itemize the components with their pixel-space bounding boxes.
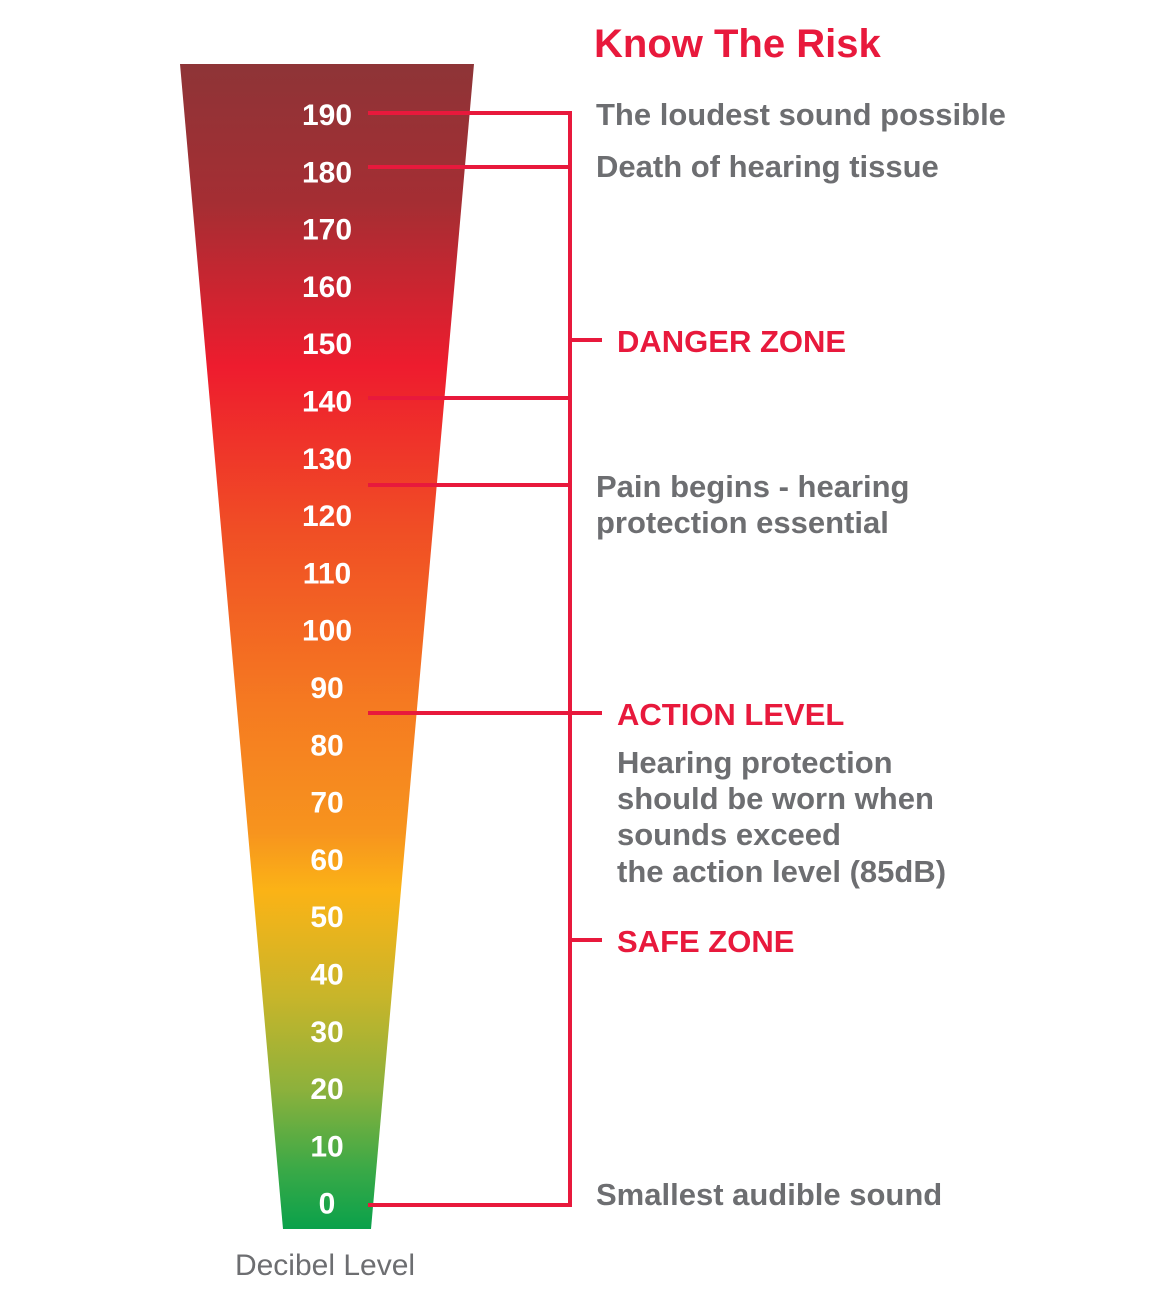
tick-140: 140 — [302, 386, 352, 419]
tick-180: 180 — [302, 156, 352, 189]
tick-130: 130 — [302, 443, 352, 476]
axis-label: Decibel Level — [235, 1249, 415, 1282]
tick-60: 60 — [310, 844, 343, 877]
tick-110: 110 — [303, 557, 351, 590]
tick-90: 90 — [310, 672, 343, 705]
tick-40: 40 — [310, 959, 343, 992]
label-smallest-audible: Smallest audible sound — [596, 1177, 942, 1212]
tick-50: 50 — [310, 901, 343, 934]
label-pain-begins-line1: Pain begins - hearing — [596, 469, 910, 504]
tick-160: 160 — [302, 271, 352, 304]
tick-190: 190 — [302, 99, 352, 132]
tick-120: 120 — [302, 500, 352, 533]
tick-0: 0 — [319, 1188, 336, 1221]
danger-zone-label: DANGER ZONE — [617, 324, 846, 359]
decibel-meter — [180, 64, 474, 1229]
label-pain-begins-line2: protection essential — [596, 505, 889, 540]
tick-80: 80 — [310, 729, 343, 762]
action-level-desc-line2: should be worn when — [617, 781, 934, 816]
action-level-desc-line3: sounds exceed — [617, 817, 841, 852]
action-level-label: ACTION LEVEL — [617, 697, 844, 732]
label-death-hearing-tissue: Death of hearing tissue — [596, 149, 939, 184]
action-level-desc-line4: the action level (85dB) — [617, 854, 946, 889]
tick-labels: 190 180 170 160 150 140 130 120 110 100 … — [302, 99, 352, 1221]
tick-100: 100 — [302, 615, 352, 648]
tick-20: 20 — [310, 1073, 343, 1106]
tick-10: 10 — [310, 1130, 343, 1163]
safe-zone-label: SAFE ZONE — [617, 924, 794, 959]
tick-30: 30 — [310, 1016, 343, 1049]
tick-150: 150 — [302, 328, 352, 361]
action-level-desc-line1: Hearing protection — [617, 745, 893, 780]
tick-70: 70 — [310, 787, 343, 820]
label-loudest-sound: The loudest sound possible — [596, 97, 1006, 132]
page-title: Know The Risk — [594, 22, 881, 66]
connectors — [368, 111, 602, 1207]
tick-170: 170 — [302, 214, 352, 247]
